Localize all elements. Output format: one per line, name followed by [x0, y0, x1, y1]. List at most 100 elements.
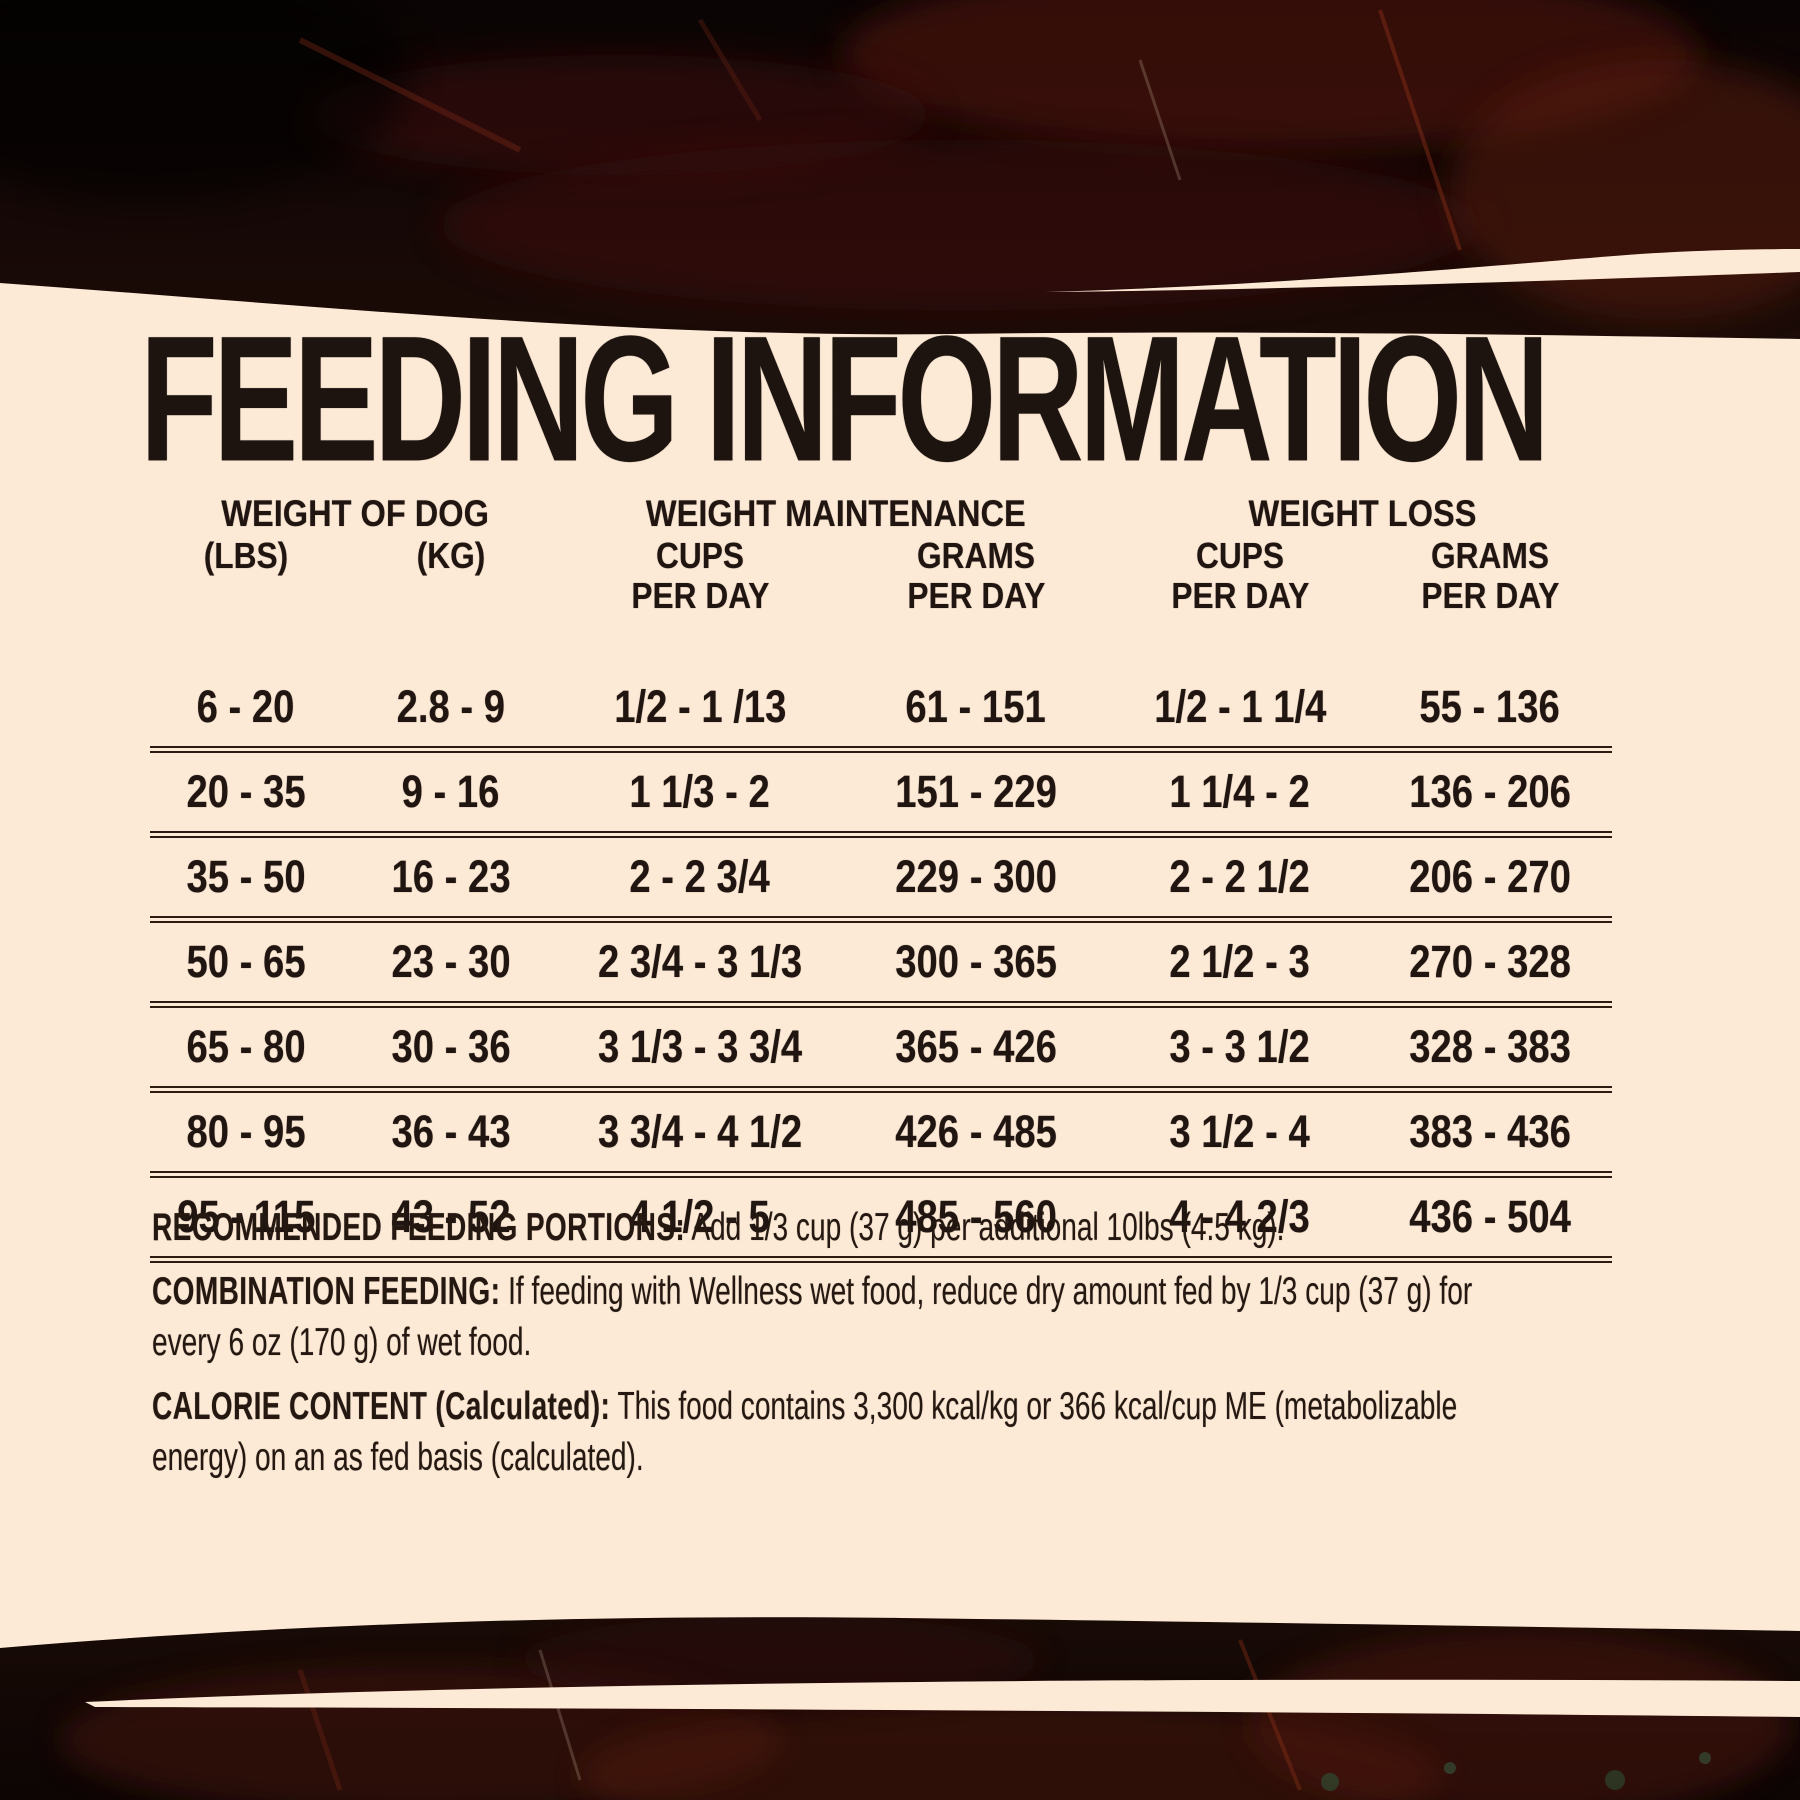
table-cell: 426 - 485 — [840, 1090, 1112, 1175]
table-cell: 436 - 504 — [1368, 1175, 1612, 1260]
table-cell: 365 - 426 — [840, 1005, 1112, 1090]
table-row: 80 - 95 36 - 43 3 3/4 - 4 1/2 426 - 485 3 1/… — [150, 1090, 1613, 1175]
group-header-weight-loss: WEIGHT LOSS — [1112, 492, 1612, 536]
table-cell: 3 3/4 - 4 1/2 — [560, 1090, 840, 1175]
table-cell: 1/2 - 1 1/4 — [1112, 616, 1368, 750]
table-cell-value: 61 - 151 — [905, 681, 1047, 732]
group-header-label: WEIGHT OF DOG — [221, 493, 489, 534]
group-header-weight-maintenance: WEIGHT MAINTENANCE — [560, 492, 1112, 536]
table-cell-value: 229 - 300 — [895, 851, 1057, 902]
column-header-row: (LBS) (KG) CUPS PER DAY GRAMS PER DAY CU… — [150, 536, 1612, 616]
table-cell: 229 - 300 — [840, 835, 1112, 920]
feeding-table: WEIGHT OF DOG WEIGHT MAINTENANCE WEIGHT … — [150, 492, 1613, 1263]
table-cell: 3 - 3 1/2 — [1112, 1005, 1368, 1090]
table-cell-value: 3 1/3 - 3 3/4 — [597, 1021, 803, 1072]
table-cell-value: 23 - 30 — [391, 936, 511, 987]
table-cell-value: 2 1/2 - 3 — [1169, 936, 1311, 987]
column-header-label: CUPS — [1196, 535, 1285, 576]
table-cell-value: 95 - 115 — [176, 1191, 316, 1242]
table-cell-value: 9 - 16 — [402, 766, 500, 817]
table-cell: 300 - 365 — [840, 920, 1112, 1005]
table-cell: 136 - 206 — [1368, 750, 1612, 835]
note-combination-feeding: COMBINATION FEEDING: If feeding with Wel… — [152, 1266, 1488, 1368]
table-cell: 151 - 229 — [840, 750, 1112, 835]
column-header-loss-cups: CUPS PER DAY — [1112, 536, 1368, 616]
table-cell-value: 136 - 206 — [1409, 766, 1571, 817]
table-cell-value: 365 - 426 — [895, 1021, 1057, 1072]
table-cell-value: 206 - 270 — [1409, 851, 1571, 902]
table-cell: 328 - 383 — [1368, 1005, 1612, 1090]
top-grunge-texture — [0, 0, 1800, 360]
note-text: This food contains 3,300 kcal/kg or 366 … — [152, 1385, 1458, 1479]
table-cell: 80 - 95 — [150, 1090, 342, 1175]
table-cell-value: 485 - 560 — [895, 1191, 1057, 1242]
column-header-label: GRAMS — [917, 535, 1035, 576]
table-cell-value: 43 - 52 — [391, 1191, 511, 1242]
note-text: If feeding with Wellness wet food, reduc… — [152, 1270, 1473, 1364]
table-cell: 35 - 50 — [150, 835, 342, 920]
table-cell: 2 - 2 1/2 — [1112, 835, 1368, 920]
table-cell-value: 36 - 43 — [391, 1106, 511, 1157]
column-header-loss-grams: GRAMS PER DAY — [1368, 536, 1612, 616]
table-cell: 65 - 80 — [150, 1005, 342, 1090]
note-recommended-portions: RECOMMENDED FEEDING PORTIONS: Add 1/3 cu… — [152, 1202, 1488, 1253]
table-cell: 23 - 30 — [342, 920, 560, 1005]
group-header-row: WEIGHT OF DOG WEIGHT MAINTENANCE WEIGHT … — [150, 492, 1612, 536]
group-header-label: WEIGHT LOSS — [1248, 493, 1476, 534]
table-cell: 6 - 20 — [150, 616, 342, 750]
table-cell-value: 4 - 4 2/3 — [1169, 1191, 1311, 1242]
table-cell: 1 1/3 - 2 — [560, 750, 840, 835]
table-cell-value: 151 - 229 — [895, 766, 1057, 817]
table-cell-value: 2.8 - 9 — [396, 681, 506, 732]
table-row: 50 - 65 23 - 30 2 3/4 - 3 1/3 300 - 365 2 1/… — [150, 920, 1613, 1005]
column-header-sub: PER DAY — [1171, 575, 1309, 616]
table-cell: 3 1/3 - 3 3/4 — [560, 1005, 840, 1090]
note-text: Add 1/3 cup (37 g) per additional 10lbs … — [685, 1206, 1285, 1249]
table-cell: 43 - 52 — [342, 1175, 560, 1260]
column-header-lbs: (LBS) — [150, 536, 342, 616]
table-cell-value: 3 1/2 - 4 — [1169, 1106, 1311, 1157]
note-lead: CALORIE CONTENT (Calculated): — [152, 1385, 611, 1428]
note-lead: RECOMMENDED FEEDING PORTIONS: — [152, 1206, 686, 1249]
column-header-kg: (KG) — [342, 536, 560, 616]
group-header-weight-of-dog: WEIGHT OF DOG — [150, 492, 560, 536]
column-header-sub: PER DAY — [631, 575, 769, 616]
table-cell-value: 1/2 - 1 /13 — [613, 681, 787, 732]
table-row: 95 - 115 43 - 52 4 1/2 - 5 485 - 560 4 - 4 2… — [150, 1175, 1613, 1260]
table-cell-value: 328 - 383 — [1409, 1021, 1571, 1072]
bottom-grunge-texture — [0, 1530, 1800, 1800]
note-lead: COMBINATION FEEDING: — [152, 1270, 501, 1313]
table-cell-value: 6 - 20 — [197, 681, 295, 732]
table-cell: 95 - 115 — [150, 1175, 342, 1260]
table-row: 65 - 80 30 - 36 3 1/3 - 3 3/4 365 - 426 3 - … — [150, 1005, 1613, 1090]
table-cell-value: 50 - 65 — [186, 936, 306, 987]
table-cell-value: 383 - 436 — [1409, 1106, 1571, 1157]
table-cell-value: 80 - 95 — [186, 1106, 306, 1157]
table-cell: 3 1/2 - 4 — [1112, 1090, 1368, 1175]
page-title: FEEDING INFORMATION — [140, 299, 1550, 499]
column-header-maintenance-grams: GRAMS PER DAY — [840, 536, 1112, 616]
table-cell: 16 - 23 — [342, 835, 560, 920]
column-header-sub: PER DAY — [1421, 575, 1559, 616]
table-cell-value: 30 - 36 — [391, 1021, 511, 1072]
table-cell: 61 - 151 — [840, 616, 1112, 750]
table-cell: 206 - 270 — [1368, 835, 1612, 920]
feeding-table-body: 6 - 20 2.8 - 9 1/2 - 1 /13 61 - 151 1/2 - 1 … — [150, 616, 1613, 1260]
table-cell: 2 3/4 - 3 1/3 — [560, 920, 840, 1005]
table-cell: 2 - 2 3/4 — [560, 835, 840, 920]
column-header-label: (LBS) — [203, 535, 289, 576]
table-cell-value: 3 - 3 1/2 — [1169, 1021, 1311, 1072]
table-cell: 383 - 436 — [1368, 1090, 1612, 1175]
table-cell-value: 20 - 35 — [186, 766, 306, 817]
table-cell-value: 1 1/4 - 2 — [1169, 766, 1311, 817]
table-cell-value: 3 3/4 - 4 1/2 — [597, 1106, 803, 1157]
table-cell-value: 35 - 50 — [186, 851, 306, 902]
table-cell-value: 1/2 - 1 1/4 — [1153, 681, 1327, 732]
table-cell: 36 - 43 — [342, 1090, 560, 1175]
table-cell-value: 2 3/4 - 3 1/3 — [597, 936, 803, 987]
column-header-sub: PER DAY — [907, 575, 1045, 616]
table-cell: 4 - 4 2/3 — [1112, 1175, 1368, 1260]
table-cell-value: 1 1/3 - 2 — [629, 766, 771, 817]
table-cell: 270 - 328 — [1368, 920, 1612, 1005]
